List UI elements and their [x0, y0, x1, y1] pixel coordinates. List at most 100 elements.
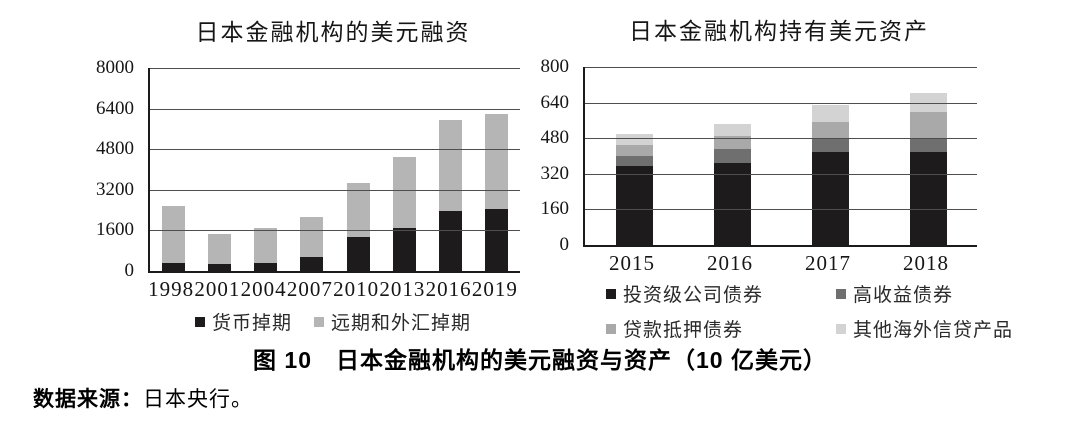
bar-slot: [243, 68, 289, 271]
legend-label: 远期和外汇掉期: [331, 313, 472, 334]
bar-segment: [811, 104, 849, 122]
bar-segment: [615, 133, 653, 145]
bar-slot: [289, 68, 335, 271]
y-tick-label: 320: [540, 162, 570, 184]
x-tick-label: 2019: [471, 277, 518, 301]
bar-slot: [428, 68, 474, 271]
left-chart-plot-area: [148, 68, 520, 273]
bar-segment: [439, 211, 463, 271]
stacked-bar: [713, 123, 751, 245]
x-tick-label: 2004: [240, 277, 287, 301]
x-tick-label: 2018: [903, 251, 949, 275]
bar-segment: [615, 144, 653, 157]
bar-segment: [346, 182, 370, 237]
bar-segment: [713, 162, 751, 245]
legend-swatch: [836, 288, 846, 299]
legend-item: 远期和外汇掉期: [314, 308, 471, 335]
legend-swatch: [836, 323, 846, 334]
stacked-bar: [161, 206, 185, 271]
bar-slot: [879, 67, 977, 245]
legend-swatch: [606, 323, 616, 334]
right-chart-title: 日本金融机构持有美元资产: [629, 19, 929, 44]
data-source-value: 日本央行。: [143, 387, 253, 411]
left-chart-legend: 货币掉期 远期和外汇掉期: [148, 308, 518, 335]
stacked-bar: [346, 182, 370, 271]
stacked-bar: [615, 133, 653, 245]
stacked-bar: [439, 119, 463, 271]
y-tick-label: 4800: [96, 138, 134, 160]
gridline: [150, 149, 520, 151]
data-source-label: 数据来源：: [33, 388, 143, 411]
left-chart-x-axis: 1998 2001 2004 2007 2010 2013 2016 2019: [148, 277, 518, 302]
y-tick-label: 6400: [96, 97, 134, 119]
bar-segment: [909, 139, 947, 152]
figure-caption: 图 10 日本金融机构的美元融资与资产（10 亿美元）: [253, 347, 827, 373]
gridline: [585, 138, 977, 140]
gridline: [585, 67, 977, 68]
gridline: [150, 230, 520, 232]
gridline: [585, 209, 977, 211]
right-chart-bars: [585, 67, 977, 245]
bar-segment: [300, 216, 324, 258]
stacked-bar: [811, 104, 849, 245]
stacked-bar: [254, 227, 278, 271]
x-tick-label: 2001: [194, 277, 241, 301]
x-tick-label: 2016: [425, 277, 472, 301]
x-tick-label: 2007: [286, 277, 333, 301]
legend-item: 其他海外信贷产品: [836, 315, 1013, 342]
bar-segment: [207, 234, 231, 264]
legend-item: 投资级公司债券: [606, 280, 818, 307]
bar-segment: [811, 121, 849, 140]
legend-label: 投资级公司债券: [623, 285, 764, 306]
legend-label: 货币掉期: [211, 313, 292, 334]
bar-segment: [485, 208, 509, 271]
y-tick-label: 800: [540, 56, 570, 77]
gridline: [585, 102, 977, 104]
bar-slot: [150, 68, 196, 271]
bar-segment: [713, 136, 751, 150]
data-source-line: 数据来源：日本央行。: [33, 383, 253, 413]
bar-segment: [439, 119, 463, 212]
bar-segment: [300, 257, 324, 271]
bar-segment: [615, 156, 653, 167]
x-tick-label: 2016: [707, 251, 753, 275]
left-chart-title: 日本金融机构的美元融资: [195, 20, 471, 45]
legend-label: 其他海外信贷产品: [853, 320, 1014, 341]
bar-segment: [254, 227, 278, 264]
bar-segment: [909, 111, 947, 140]
bar-slot: [683, 67, 781, 245]
legend-swatch: [606, 288, 616, 299]
bar-segment: [254, 263, 278, 271]
left-chart-bars: [150, 68, 520, 271]
stacked-bar: [485, 114, 509, 271]
bar-segment: [811, 151, 849, 245]
legend-swatch: [194, 316, 205, 327]
legend-item: 高收益债券: [836, 280, 1013, 307]
bar-slot: [585, 67, 683, 245]
bar-segment: [346, 237, 370, 271]
legend-swatch: [314, 316, 324, 327]
x-tick-label: 1998: [148, 277, 195, 301]
gridline: [150, 68, 520, 69]
legend-item: 贷款抵押债券: [606, 315, 818, 342]
bar-segment: [811, 139, 849, 152]
y-tick-label: 0: [559, 234, 570, 255]
legend-label: 贷款抵押债券: [623, 320, 744, 341]
gridline: [150, 108, 520, 110]
bar-slot: [781, 67, 879, 245]
left-chart-y-axis: 0 1600 3200 4800 6400 8000: [62, 57, 140, 281]
right-chart-plot-area: [583, 67, 977, 247]
bar-segment: [909, 92, 947, 112]
right-chart-y-axis: 0 160 320 480 640 800: [505, 56, 575, 255]
gridline: [585, 173, 977, 175]
bar-segment: [713, 149, 751, 163]
stacked-bar: [207, 234, 231, 271]
legend-label: 高收益债券: [853, 285, 954, 306]
bar-segment: [207, 263, 231, 271]
bar-segment: [161, 262, 185, 271]
right-chart-x-axis: 2015 2016 2017 2018: [583, 251, 975, 276]
x-tick-label: 2013: [379, 277, 426, 301]
legend-item: 货币掉期: [194, 308, 292, 335]
x-tick-label: 2015: [609, 251, 655, 275]
